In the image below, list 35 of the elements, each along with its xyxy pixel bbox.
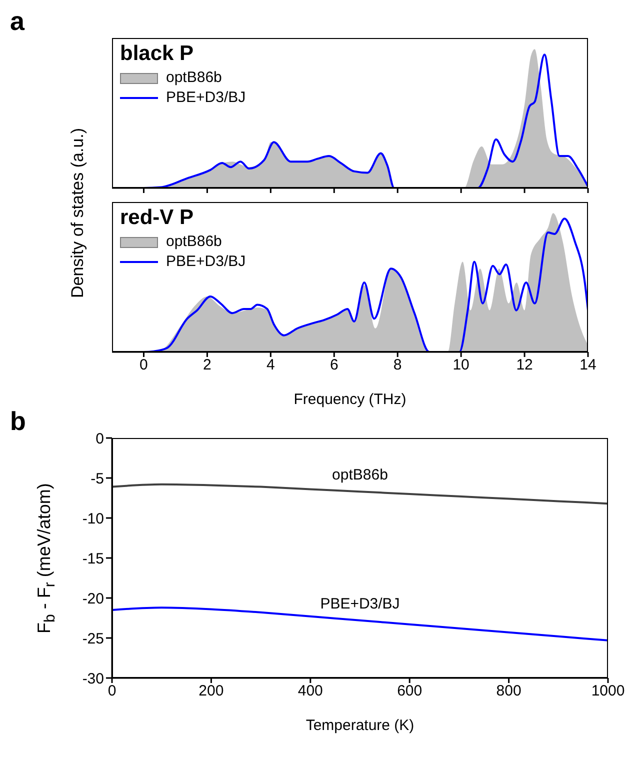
x-tick-label: 400 xyxy=(298,682,323,700)
x-tick-label: 14 xyxy=(580,356,596,374)
x-tick-label: 6 xyxy=(330,356,338,374)
y-tick-label: -25 xyxy=(82,630,104,648)
y-axis-title: Density of states (a.u.) xyxy=(68,128,88,298)
chart-title: red-V P xyxy=(120,206,194,230)
y-tick-label: 0 xyxy=(96,430,104,448)
text: b xyxy=(10,406,26,437)
x-tick-label: 2 xyxy=(203,356,212,374)
x-tick-label: 800 xyxy=(496,682,522,700)
x-tick-label: 0 xyxy=(140,356,148,374)
y-tick-label: -15 xyxy=(82,550,104,568)
x-tick-label: 10 xyxy=(452,356,470,374)
y-tick-label: -5 xyxy=(90,470,104,488)
legend-label: PBE+D3/BJ xyxy=(166,88,246,108)
x-tick-label: 4 xyxy=(266,356,275,374)
text: a xyxy=(10,6,24,37)
y-tick-label: -10 xyxy=(82,510,104,528)
series-label: PBE+D3/BJ xyxy=(320,595,400,612)
x-axis-title: Frequency (THz) xyxy=(294,391,406,408)
y-tick-label: -30 xyxy=(82,670,104,688)
y-tick-label: -20 xyxy=(82,590,104,608)
legend-label: PBE+D3/BJ xyxy=(166,252,246,272)
legend-label: optB86b xyxy=(166,68,222,88)
x-tick-label: 600 xyxy=(397,682,422,700)
legend-label: optB86b xyxy=(166,232,222,252)
chart-title: black P xyxy=(120,42,194,66)
x-tick-label: 1000 xyxy=(591,682,625,700)
x-axis-title: Temperature (K) xyxy=(306,717,414,734)
series-label: optB86b xyxy=(332,466,388,484)
x-tick-label: 0 xyxy=(108,682,116,700)
x-tick-label: 12 xyxy=(516,356,533,374)
x-tick-label: 200 xyxy=(198,682,224,700)
line-series xyxy=(112,483,608,505)
x-tick-label: 8 xyxy=(393,356,402,374)
